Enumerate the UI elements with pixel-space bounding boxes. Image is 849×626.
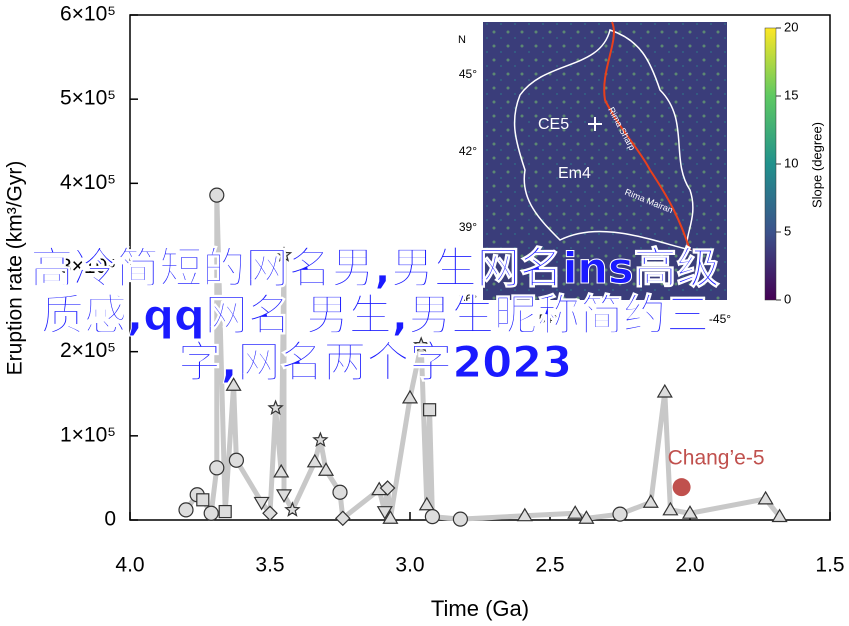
data-point <box>225 377 242 391</box>
colorbar-tick-label: 5 <box>784 223 791 238</box>
unit-label: Em4 <box>558 165 591 182</box>
data-point <box>382 510 399 524</box>
overlay-text: 高冷简短的网名男,男生网名ins高级质感,qq网名 男生,男生昵称简约三字,网名… <box>30 244 720 388</box>
data-point <box>218 504 232 519</box>
data-point <box>452 511 468 527</box>
colorbar <box>764 27 777 301</box>
data-point <box>412 336 430 352</box>
data-point <box>642 494 659 508</box>
data-point <box>228 452 244 468</box>
data-point <box>656 383 673 398</box>
colorbar-tick-label: 10 <box>784 155 798 170</box>
y-tick-label: 1×10⁵ <box>60 423 116 446</box>
y-tick-label: 6×10⁵ <box>60 3 116 26</box>
data-point <box>567 505 584 519</box>
data-point <box>275 246 293 262</box>
y-tick-label: 2×10⁵ <box>60 339 116 362</box>
lat-label: 36° <box>459 292 477 306</box>
site-label: CE5 <box>538 116 569 133</box>
y-tick-label: 3×10⁵ <box>60 255 116 278</box>
data-point <box>662 501 679 516</box>
lat-label: 42° <box>459 144 477 158</box>
lon-label: 54° <box>539 312 557 326</box>
x-tick-label: 2.0 <box>675 554 704 577</box>
lat-label: 45° <box>459 67 477 81</box>
y-tick-label: 0 <box>104 508 116 531</box>
map-texture <box>483 22 727 300</box>
x-tick-label: 3.5 <box>255 554 284 577</box>
x-axis-label: Time (Ga) <box>431 596 529 621</box>
data-point <box>418 496 435 511</box>
inset-map: N 45° 42° 39° 36° 54° -45° CE5 Em4 Rima … <box>458 21 824 326</box>
data-point <box>516 507 533 522</box>
lat-label: 39° <box>459 220 477 234</box>
data-point <box>379 480 396 496</box>
data-point <box>203 505 219 521</box>
y-tick-label: 4×10⁵ <box>60 171 116 194</box>
highlight-label: Chang’e-5 <box>668 447 765 470</box>
y-tick-label: 5×10⁵ <box>60 87 116 110</box>
data-point <box>253 496 270 511</box>
data-point <box>612 506 628 522</box>
colorbar-tick-label: 0 <box>784 291 791 306</box>
x-tick-label: 1.5 <box>815 554 844 577</box>
data-point <box>312 431 329 448</box>
colorbar-label: Slope (degree) <box>809 122 824 208</box>
data-point <box>332 484 348 500</box>
data-point <box>275 489 293 503</box>
data-point <box>262 505 278 522</box>
data-point <box>178 502 194 518</box>
data-point <box>401 389 419 404</box>
site-cross <box>588 117 602 131</box>
highlight-point <box>672 478 691 497</box>
x-tick-label: 4.0 <box>115 554 144 577</box>
data-point <box>424 509 440 525</box>
data-point <box>317 462 335 476</box>
mare-outline <box>513 29 694 252</box>
data-point <box>267 399 284 416</box>
data-point <box>423 403 437 417</box>
data-point <box>209 187 225 203</box>
rille-line <box>603 21 691 251</box>
data-point <box>578 510 595 524</box>
data-point <box>757 490 774 505</box>
x-tick-label: 3.0 <box>395 554 424 577</box>
lon-label: -45° <box>709 312 731 326</box>
data-point <box>209 460 225 476</box>
y-axis-label: Eruption rate (km³/Gyr) <box>4 161 27 376</box>
x-tick-label: 2.5 <box>535 554 564 577</box>
data-point <box>196 493 210 507</box>
data-point <box>771 508 788 523</box>
data-point <box>284 501 301 517</box>
colorbar-tick-label: 20 <box>784 19 798 34</box>
north-label: N <box>458 34 466 46</box>
data-point <box>681 505 699 519</box>
data-point <box>376 506 393 520</box>
data-point <box>306 453 323 468</box>
data-point <box>334 510 351 527</box>
data-point <box>273 463 290 478</box>
colorbar-tick-label: 15 <box>784 87 798 102</box>
